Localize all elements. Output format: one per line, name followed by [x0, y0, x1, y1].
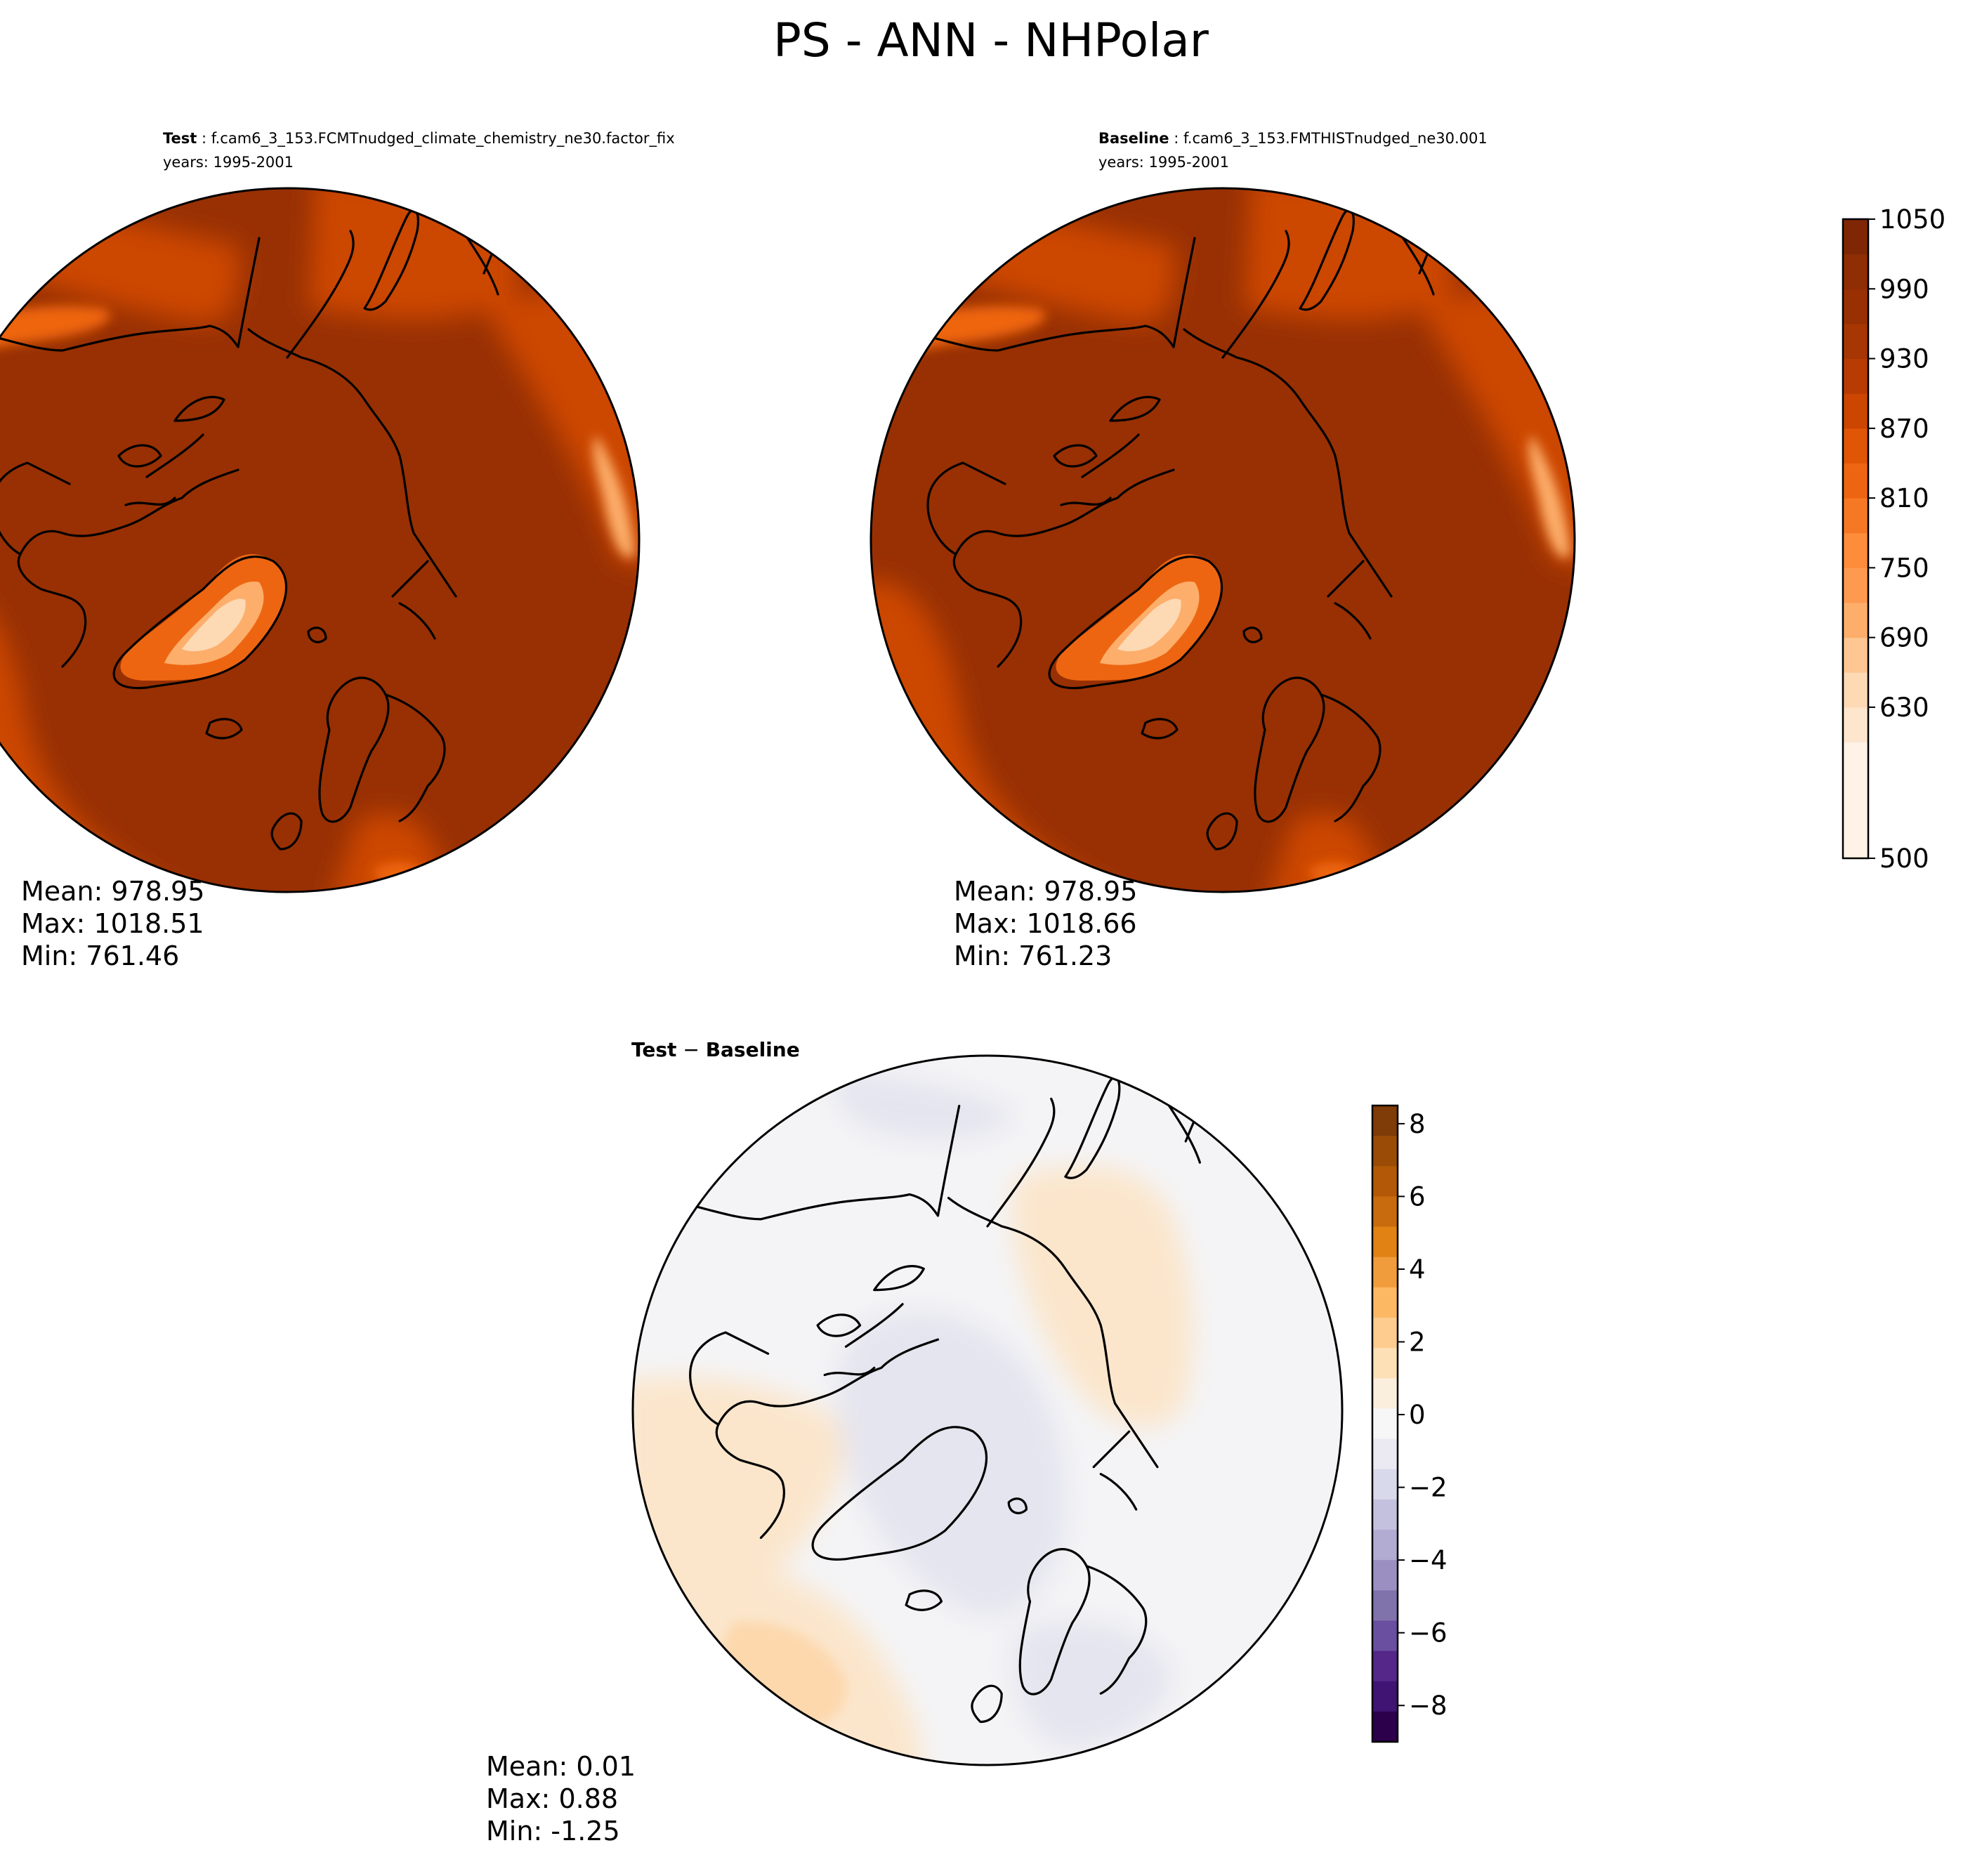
diff-label-test: Test [631, 1038, 676, 1061]
diff-colorbar-segment [1372, 1590, 1398, 1621]
colorbar-tick-label: 930 [1879, 344, 1929, 374]
test-label: Test [163, 130, 197, 147]
diff-colorbar-segment [1372, 1560, 1398, 1591]
diff-colorbar-tick-label: −6 [1409, 1618, 1448, 1648]
test-pressure-field [0, 175, 652, 905]
test-years: years: 1995-2001 [163, 154, 294, 171]
diff-label-separator: − [676, 1038, 705, 1061]
test-mean: Mean: 978.95 [21, 876, 204, 907]
colorbar-segment [1843, 463, 1868, 499]
diff-colorbar-segment [1372, 1681, 1398, 1712]
colorbar-segment [1843, 637, 1868, 673]
colorbar-tick-label: 1050 [1879, 204, 1945, 235]
diff-colorbar-tick-label: 6 [1409, 1181, 1426, 1212]
diff-colorbar-segment [1372, 1136, 1398, 1167]
diff-colorbar-segment [1372, 1226, 1398, 1258]
diff-colorbar-segment [1372, 1257, 1398, 1288]
test-case-name: : f.cam6_3_153.FCMTnudged_climate_chemis… [197, 130, 674, 147]
diff-min: Min: -1.25 [486, 1816, 620, 1847]
colorbar-segment [1843, 568, 1868, 603]
diff-colorbar-tick-label: 8 [1409, 1109, 1426, 1139]
baseline-max: Max: 1018.66 [954, 908, 1137, 939]
colorbar-segment [1843, 498, 1868, 534]
baseline-label: Baseline [1098, 130, 1169, 147]
colorbar-segment [1843, 707, 1868, 743]
diff-map [631, 1054, 1344, 1766]
diff-label-baseline: Baseline [706, 1038, 800, 1061]
diff-colorbar-segment [1372, 1530, 1398, 1561]
figure-title: PS - ANN - NHPolar [773, 13, 1209, 67]
test-map [0, 175, 652, 905]
diff-colorbar-segment [1372, 1711, 1398, 1743]
baseline-map-boundary [869, 187, 1576, 893]
diff-colorbar-tick-label: 0 [1409, 1400, 1426, 1430]
diff-colorbar-segment [1372, 1620, 1398, 1652]
colorbar-segment [1843, 603, 1868, 638]
colorbar-segment [1843, 219, 1868, 255]
diff-colorbar-segment [1372, 1106, 1398, 1136]
diff-colorbar-tick-label: −2 [1409, 1473, 1448, 1503]
colorbar-segment [1843, 672, 1868, 708]
diff-colorbar-tick-label: 4 [1409, 1254, 1426, 1285]
diff-colorbar-segment [1372, 1287, 1398, 1318]
diff-colorbar-segment [1372, 1469, 1398, 1500]
diff-colorbar-segment [1372, 1348, 1398, 1379]
baseline-mean: Mean: 978.95 [954, 876, 1137, 907]
colorbar-segment [1843, 254, 1868, 289]
colorbar-tick-label: 750 [1879, 553, 1929, 583]
diff-colorbar-segment [1372, 1651, 1398, 1682]
main-colorbar: 1050 990 930 870 810 750 690 630 500 [1842, 204, 1945, 874]
diff-colorbar-segment [1372, 1196, 1398, 1228]
diff-colorbar-frame [1371, 1104, 1399, 1743]
diff-mean: Mean: 0.01 [486, 1751, 636, 1782]
diff-colorbar-segment [1372, 1378, 1398, 1409]
diff-colorbar-segment [1372, 1438, 1398, 1470]
diff-colorbar-tick-label: 2 [1409, 1327, 1426, 1358]
baseline-years: years: 1995-2001 [1098, 154, 1229, 171]
test-map-boundary [0, 187, 641, 893]
colorbar-segment [1843, 393, 1868, 429]
colorbar-tick-label: 810 [1879, 483, 1929, 513]
diff-max: Max: 0.88 [486, 1783, 618, 1814]
diff-colorbar-segment [1372, 1499, 1398, 1530]
colorbar-tick-label: 990 [1879, 274, 1929, 304]
test-min: Min: 761.46 [21, 940, 179, 971]
colorbar-segment [1843, 742, 1868, 859]
colorbar-segment [1843, 428, 1868, 464]
baseline-panel-header: Baseline : f.cam6_3_153.FMTHISTnudged_ne… [1098, 130, 1488, 147]
colorbar-segment [1843, 358, 1868, 394]
baseline-min: Min: 761.23 [954, 940, 1112, 971]
colorbar-tick-label: 870 [1879, 414, 1929, 444]
diff-colorbar-segment [1372, 1408, 1398, 1440]
diff-colorbar-segment [1372, 1318, 1398, 1349]
diff-map-boundary [631, 1054, 1344, 1766]
diff-colorbar-tick-label: −4 [1409, 1545, 1448, 1575]
diff-colorbar-tick-label: −8 [1409, 1691, 1448, 1721]
colorbar-tick-label: 500 [1879, 844, 1929, 874]
test-max: Max: 1018.51 [21, 908, 204, 939]
diff-colorbar: 8 6 4 2 0 −2 −4 −6 −8 [1371, 1104, 1448, 1743]
baseline-case-name: : f.cam6_3_153.FMTHISTnudged_ne30.001 [1169, 130, 1488, 147]
colorbar-tick-label: 630 [1879, 693, 1929, 723]
test-panel-header: Test : f.cam6_3_153.FCMTnudged_climate_c… [163, 130, 675, 147]
colorbar-segment [1843, 289, 1868, 324]
baseline-map [869, 187, 1576, 893]
colorbar-tick-label: 690 [1879, 623, 1929, 653]
diff-panel-header: Test − Baseline [631, 1038, 800, 1061]
colorbar-segment [1843, 532, 1868, 568]
colorbar-frame [1842, 218, 1870, 860]
diff-colorbar-segment [1372, 1166, 1398, 1197]
colorbar-segment [1843, 323, 1868, 360]
